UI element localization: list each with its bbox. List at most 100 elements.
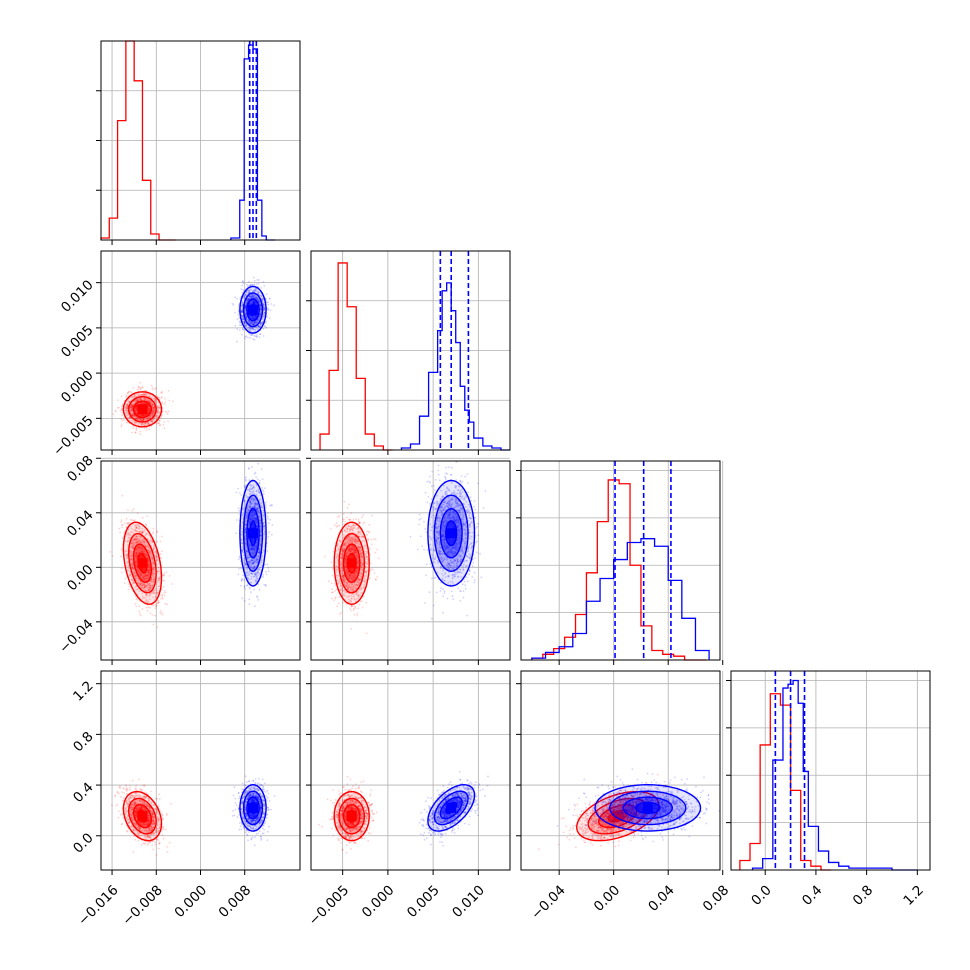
contour-level-1 bbox=[127, 533, 157, 594]
panel-frame bbox=[310, 250, 511, 451]
y-tick-label: 0.4 bbox=[70, 779, 97, 806]
panel-frame bbox=[310, 670, 511, 871]
x-tick-label: 0.000 bbox=[171, 882, 210, 921]
hist-step-series-0 bbox=[319, 262, 393, 451]
x-tick-label: 0.08 bbox=[700, 882, 733, 915]
contour-level-0 bbox=[239, 285, 267, 334]
contour-level-2 bbox=[132, 543, 153, 583]
scatter-panel-3-2 bbox=[516, 670, 724, 875]
mode-marker bbox=[248, 802, 259, 813]
contour-level-1 bbox=[587, 797, 649, 835]
contour-level-3 bbox=[634, 801, 661, 814]
contour-level-2 bbox=[132, 400, 153, 419]
panel-frame bbox=[310, 460, 511, 661]
contour-level-2 bbox=[622, 796, 674, 820]
panel-frame bbox=[100, 40, 301, 241]
contour-level-1 bbox=[433, 790, 469, 826]
mode-marker bbox=[248, 304, 259, 315]
scatter-panel-2-1 bbox=[306, 457, 511, 665]
contour-level-0 bbox=[333, 790, 370, 842]
mode-marker bbox=[346, 811, 357, 822]
contour-level-1 bbox=[433, 494, 469, 573]
x-tick-label: −0.005 bbox=[306, 882, 353, 929]
mode-marker bbox=[446, 802, 457, 813]
contour-level-1 bbox=[127, 797, 157, 835]
y-tick-label: −0.005 bbox=[50, 413, 97, 460]
contour-level-0 bbox=[427, 783, 476, 832]
x-tick-label: −0.008 bbox=[119, 882, 166, 929]
y-tick-label: 0.0 bbox=[70, 830, 97, 857]
contour-level-0 bbox=[239, 783, 267, 832]
scatter-panel-1-0 bbox=[96, 250, 301, 455]
contour-level-2 bbox=[439, 507, 463, 559]
x-tick-label: 0.005 bbox=[404, 882, 443, 921]
contour-level-1 bbox=[338, 797, 365, 835]
x-tick-label: 0.04 bbox=[645, 882, 678, 915]
contour-level-0 bbox=[594, 783, 702, 832]
y-tick-label: 0.000 bbox=[58, 367, 97, 406]
y-tick-label: 1.2 bbox=[70, 678, 97, 705]
contour-level-2 bbox=[342, 803, 361, 829]
contour-level-0 bbox=[239, 479, 267, 587]
panel-frame bbox=[100, 670, 301, 871]
y-tick-label: 0.010 bbox=[58, 277, 97, 316]
hist-step-series-0 bbox=[100, 40, 176, 241]
mode-marker bbox=[137, 404, 148, 415]
scatter-panel-3-0 bbox=[96, 670, 301, 875]
contour-level-2 bbox=[342, 543, 361, 584]
contour-level-1 bbox=[242, 494, 264, 573]
contour-level-0 bbox=[333, 521, 370, 606]
scatter-panel-3-1 bbox=[306, 670, 511, 875]
mode-marker bbox=[446, 528, 457, 539]
contour-level-0 bbox=[122, 521, 163, 605]
contour-level-1 bbox=[242, 790, 264, 826]
x-tick-label: 0.0 bbox=[748, 882, 775, 909]
x-tick-label: 0.00 bbox=[591, 882, 624, 915]
contour-level-1 bbox=[338, 532, 365, 594]
histogram-panel-2 bbox=[516, 460, 724, 665]
x-tick-label: 0.008 bbox=[216, 882, 255, 921]
contour-level-2 bbox=[246, 796, 260, 820]
contour-level-2 bbox=[132, 803, 153, 829]
contour-level-0 bbox=[122, 790, 163, 842]
scatter-panel-2-0 bbox=[96, 457, 301, 665]
y-tick-label: 0.8 bbox=[70, 729, 97, 756]
contour-level-1 bbox=[127, 396, 157, 423]
y-tick-label: −0.04 bbox=[56, 616, 97, 657]
hist-step-series-1 bbox=[751, 679, 918, 871]
x-tick-label: −0.016 bbox=[75, 882, 122, 929]
panel-frame bbox=[520, 670, 721, 871]
hist-step-series-0 bbox=[739, 693, 832, 871]
y-tick-label: 0.04 bbox=[64, 507, 97, 540]
contour-level-2 bbox=[439, 796, 463, 820]
x-tick-label: 0.4 bbox=[799, 882, 826, 909]
y-tick-label: 0.00 bbox=[64, 562, 97, 595]
panel-frame bbox=[520, 460, 721, 661]
histogram-panel-3 bbox=[726, 670, 931, 875]
histogram-panel-1 bbox=[306, 250, 511, 455]
contour-level-0 bbox=[122, 391, 163, 428]
panel-frame bbox=[730, 670, 931, 871]
mode-marker bbox=[137, 811, 148, 822]
contour-level-2 bbox=[246, 507, 260, 559]
hist-step-series-1 bbox=[400, 282, 510, 451]
mode-marker bbox=[137, 558, 148, 569]
y-tick-label: 0.08 bbox=[64, 453, 97, 486]
x-tick-label: 1.2 bbox=[900, 882, 927, 909]
hist-step-series-0 bbox=[531, 479, 707, 661]
hist-step-series-1 bbox=[531, 538, 710, 660]
mode-marker bbox=[248, 528, 259, 539]
x-tick-label: 0.8 bbox=[850, 882, 877, 909]
panel-frame bbox=[100, 460, 301, 661]
mode-marker bbox=[346, 558, 357, 569]
mode-marker bbox=[612, 811, 623, 822]
mode-marker bbox=[642, 802, 653, 813]
contour-level-2 bbox=[246, 298, 260, 322]
x-tick-label: 0.000 bbox=[359, 882, 398, 921]
x-tick-label: 0.010 bbox=[449, 882, 488, 921]
contour-level-1 bbox=[242, 292, 264, 328]
y-tick-label: 0.005 bbox=[58, 322, 97, 361]
contour-level-3 bbox=[445, 520, 458, 547]
panel-frame bbox=[100, 250, 301, 451]
